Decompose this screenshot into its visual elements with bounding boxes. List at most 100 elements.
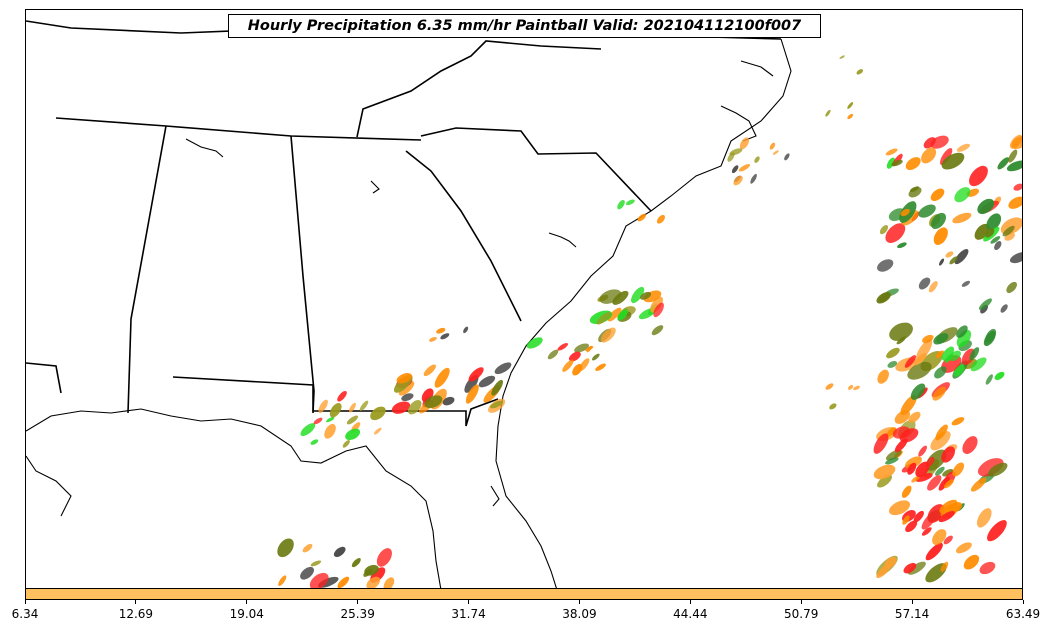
precip-blob	[873, 464, 896, 480]
precip-blob	[442, 396, 455, 406]
precip-blob	[954, 248, 969, 265]
colorbar-tick-label: 57.14	[894, 607, 930, 621]
gulf-coast-panhandle	[26, 408, 442, 588]
colorbar-tick	[1022, 600, 1024, 604]
precip-blob	[915, 472, 933, 482]
precip-blob	[918, 445, 927, 457]
precip-blob	[359, 400, 369, 412]
precip-blob	[877, 259, 894, 272]
precip-blob	[640, 291, 652, 300]
precip-blob	[739, 137, 750, 150]
precip-blob	[954, 187, 971, 203]
precip-blob	[932, 386, 946, 401]
precip-blob	[983, 331, 996, 347]
map-title: Hourly Precipitation 6.35 mm/hr Paintbal…	[228, 14, 821, 38]
paintball-precipitation	[277, 55, 1022, 588]
precip-blob	[940, 561, 949, 572]
precip-blob	[423, 364, 436, 377]
precip-blob	[930, 135, 949, 149]
colorbar-tick-label: 25.39	[340, 607, 375, 621]
precip-blob	[373, 427, 382, 435]
precip-blob	[329, 402, 342, 418]
precip-blob	[952, 212, 972, 224]
precip-blob	[733, 175, 743, 186]
alabama-mississippi-border	[127, 125, 167, 414]
precip-blob	[727, 152, 735, 162]
precip-blob	[969, 165, 988, 187]
sound-outline	[720, 105, 757, 142]
precip-blob	[750, 173, 757, 184]
lake-outline-3	[548, 232, 577, 248]
precip-blob	[366, 576, 381, 588]
precip-blob	[337, 576, 350, 588]
precip-blob	[617, 309, 628, 321]
state-boundaries	[26, 20, 782, 427]
precip-blob	[963, 554, 980, 570]
precip-blob	[1009, 252, 1022, 264]
precip-blob	[754, 156, 760, 163]
precip-blob	[970, 477, 987, 492]
precip-blob	[607, 307, 622, 322]
precip-blob	[494, 362, 512, 375]
precip-blob	[949, 256, 958, 265]
precip-blob	[351, 558, 361, 568]
precip-blob	[465, 384, 479, 404]
lake-outline-2	[370, 180, 380, 194]
precip-blob	[941, 152, 965, 170]
precip-blob	[955, 542, 972, 554]
precip-blob	[903, 562, 917, 574]
precip-blob	[970, 357, 987, 372]
precip-blob	[853, 385, 860, 391]
precip-blob	[902, 515, 910, 525]
precip-blob	[885, 449, 902, 461]
precip-blob	[784, 153, 790, 161]
precip-blob	[877, 474, 893, 488]
precip-blob	[1002, 225, 1015, 237]
precip-blob	[612, 290, 629, 305]
precip-blob	[1006, 160, 1022, 172]
precip-blob	[951, 417, 965, 426]
bay-outline	[740, 60, 774, 77]
precip-blob	[490, 400, 504, 409]
precip-blob	[1000, 304, 1008, 313]
precip-blob	[894, 438, 908, 453]
precip-blob	[876, 292, 891, 304]
colorbar-tick	[246, 600, 248, 604]
precip-blob	[342, 440, 350, 448]
precip-blob	[943, 479, 954, 489]
precip-blob	[941, 346, 955, 361]
colorbar-tick	[578, 600, 580, 604]
precip-blob	[930, 431, 951, 451]
precip-blob	[904, 355, 917, 368]
colorbar-tick-label: 12.69	[118, 607, 154, 621]
coastline	[26, 38, 792, 588]
precip-blob	[907, 561, 926, 575]
precip-blob	[337, 390, 347, 402]
precip-blob	[376, 548, 392, 567]
precip-blob	[886, 157, 896, 169]
precip-blob	[885, 457, 899, 465]
colorbar-tick	[911, 600, 913, 604]
precip-blob	[885, 223, 906, 243]
colorbar-tick	[24, 600, 26, 604]
precip-blob	[986, 213, 1002, 231]
tennessee-southern-border	[55, 117, 422, 141]
colorbar-tick	[689, 600, 691, 604]
precip-blob	[978, 298, 992, 310]
precip-blob	[915, 461, 930, 478]
precip-blob	[891, 159, 903, 167]
precip-blob	[568, 351, 581, 362]
precip-blob	[935, 466, 945, 476]
precip-blob	[873, 433, 889, 454]
precip-blob	[897, 242, 907, 249]
precip-blob	[333, 546, 346, 558]
lake-outline-1	[185, 138, 224, 158]
precip-blob	[935, 424, 948, 441]
colorbar-tick-label: 38.09	[562, 607, 597, 621]
precip-blob	[938, 510, 955, 523]
precip-blob	[888, 500, 911, 516]
precip-blob	[656, 214, 665, 224]
precip-blob	[434, 367, 450, 388]
precip-blob	[945, 251, 954, 258]
precip-blob	[592, 353, 600, 361]
